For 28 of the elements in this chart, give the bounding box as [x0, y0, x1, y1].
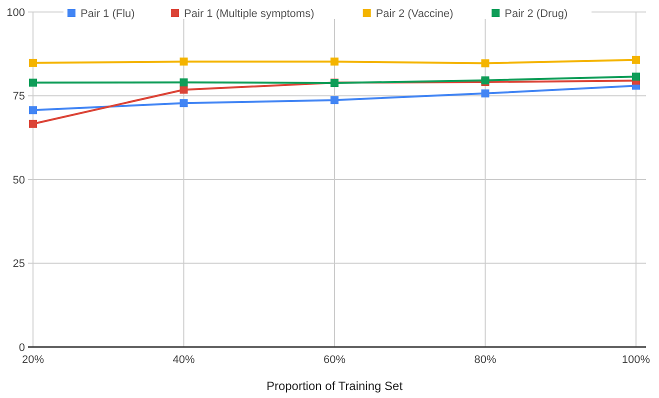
x-tick-label: 80%: [474, 354, 496, 366]
point: [632, 56, 640, 64]
point: [180, 58, 188, 66]
legend-label: Pair 1 (Multiple symptoms): [184, 8, 314, 20]
point: [330, 96, 338, 104]
y-tick-label: 0: [18, 342, 25, 354]
point: [481, 89, 490, 98]
point: [632, 72, 640, 81]
legend-label: Pair 2 (Vaccine): [376, 8, 454, 20]
y-tick-label: 100: [6, 6, 25, 19]
x-tick-label: 20%: [22, 354, 44, 366]
point: [29, 58, 37, 67]
y-tick-label: 75: [12, 90, 25, 103]
point: [29, 120, 37, 128]
point: [481, 59, 490, 68]
point: [180, 78, 188, 86]
point: [29, 78, 37, 87]
legend-label: Pair 1 (Flu): [80, 8, 135, 20]
point: [180, 99, 188, 108]
x-tick-label: 100%: [622, 354, 650, 366]
point: [330, 58, 338, 66]
y-tick-label: 25: [12, 258, 25, 270]
x-axis-title: Proportion of Training Set: [266, 379, 404, 393]
x-tick-label: 40%: [172, 354, 195, 366]
point: [29, 106, 37, 114]
legend-label: Pair 2 (Drug): [504, 8, 568, 20]
x-tick-label: 60%: [323, 354, 346, 366]
y-tick-label: 50: [12, 174, 25, 186]
